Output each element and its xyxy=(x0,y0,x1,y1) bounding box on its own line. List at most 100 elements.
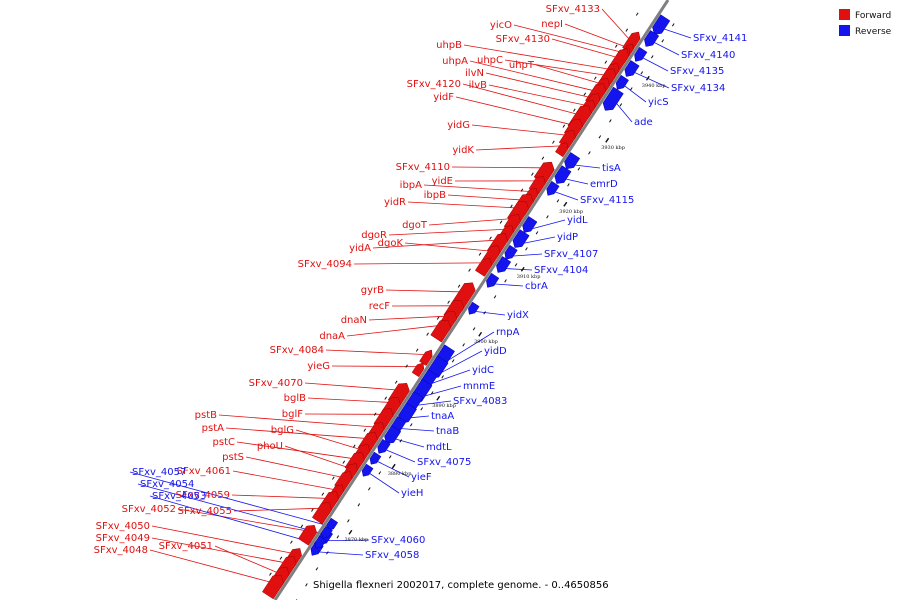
gene-leader-line xyxy=(325,349,424,355)
gene-label: emrD xyxy=(590,179,618,190)
feature-dash xyxy=(311,508,314,512)
gene-label: SFxv_4059 xyxy=(176,490,230,501)
gene-yicS-glyph xyxy=(615,74,629,90)
gene-label: ibpA xyxy=(400,180,422,191)
gene-label: yieH xyxy=(401,488,423,499)
gene-leader-line xyxy=(506,268,533,271)
gene-label: yidR xyxy=(384,197,406,208)
gene-leader-line xyxy=(411,415,430,419)
scale-tick-mark xyxy=(563,201,568,207)
label-leaders xyxy=(129,8,692,583)
gene-leader-line xyxy=(423,184,529,192)
gene-label: tnaB xyxy=(436,426,459,437)
gene-labels: SFxv_4133 nepI yicO SFxv_4130 uhpB uhpC uhpT uh… xyxy=(94,4,748,561)
gene-label: dgoK xyxy=(378,238,404,249)
gene-label: SFxv_4049 xyxy=(96,533,150,544)
gene-yieF-glyph xyxy=(369,451,382,465)
feature-dash xyxy=(604,60,608,64)
scale-tick-label: 3940 kbp xyxy=(642,83,666,89)
gene-leader-line xyxy=(284,445,348,468)
feature-dash xyxy=(468,268,471,272)
feature-dash xyxy=(352,444,356,448)
gene-label: SFxv_4107 xyxy=(544,249,598,260)
gene-leader-line xyxy=(535,64,599,84)
feature-dash xyxy=(441,375,444,379)
scale-tick-mark xyxy=(645,75,650,81)
gene-label: cbrA xyxy=(525,281,548,292)
genome-caption: Shigella flexneri 2002017, complete geno… xyxy=(313,580,609,591)
gene-leader-line xyxy=(513,24,621,53)
gene-yieG-glyph xyxy=(411,362,425,378)
gene-label: SFxv_4054 xyxy=(140,479,194,490)
gene-tnaA-glyph xyxy=(398,402,417,423)
gene-leader-line xyxy=(319,551,364,556)
gene-leader-line xyxy=(328,539,370,541)
gene-leader-line xyxy=(418,400,452,406)
gene-label: recF xyxy=(369,301,391,312)
gene-SFxv_4107-glyph xyxy=(504,244,518,260)
gene-label: SFxv_4061 xyxy=(177,466,231,477)
gene-leader-line xyxy=(245,456,341,478)
feature-dash xyxy=(326,551,329,555)
gene-leader-line xyxy=(432,369,471,384)
feature-dash xyxy=(290,540,293,544)
feature-dash xyxy=(504,279,507,283)
gene-SFxv_4115-glyph xyxy=(546,180,560,196)
gene-label: tnaA xyxy=(431,411,454,422)
feature-dash xyxy=(478,252,482,256)
gene-leader-line xyxy=(451,166,541,169)
gene-label: SFxv_4053 xyxy=(152,491,206,502)
scale-tick-label: 3920 kbp xyxy=(559,209,583,215)
gene-label: dnaN xyxy=(341,315,367,326)
feature-dash xyxy=(629,87,633,91)
feature-dash xyxy=(399,439,403,443)
gene-leader-line xyxy=(455,96,570,125)
gene-label: SFxv_4075 xyxy=(417,457,471,468)
gene-leader-line xyxy=(566,178,589,185)
gene-leader-line xyxy=(368,315,445,321)
feature-dash xyxy=(388,455,392,459)
gene-leader-line xyxy=(129,471,335,528)
feature-dash xyxy=(269,572,272,576)
gene-leader-line xyxy=(137,483,330,536)
gene-leader-line xyxy=(616,103,633,123)
scale-ticks: 3870 kbp 3880 kbp 3890 kbp 3900 kbp 3910 kbp… xyxy=(269,12,675,600)
gene-label: rnpA xyxy=(496,327,520,338)
gene-leader-line xyxy=(385,289,460,293)
feature-dash xyxy=(451,359,455,363)
gene-label: yidL xyxy=(567,215,588,226)
scale-tick-label: 3880 kbp xyxy=(388,471,412,477)
feature-dash xyxy=(598,135,602,139)
gene-leader-line xyxy=(372,239,494,249)
gene-SFxv_4075-glyph xyxy=(377,438,391,454)
gene-leader-line xyxy=(218,414,373,428)
gene-leader-line xyxy=(555,191,579,201)
gene-leader-line xyxy=(441,350,483,373)
feature-dash xyxy=(593,76,597,80)
gene-leader-line xyxy=(634,72,670,89)
feature-dash xyxy=(531,172,534,176)
gene-label: yidF xyxy=(433,92,454,103)
gene-label: SFxv_4083 xyxy=(453,396,507,407)
feature-dash xyxy=(493,295,497,299)
gene-label: yidD xyxy=(484,346,507,357)
gene-leader-line xyxy=(462,83,576,115)
gene-leader-line xyxy=(149,549,270,583)
gene-label: yidC xyxy=(472,365,494,376)
gene-label: yieG xyxy=(307,361,330,372)
feature-dash xyxy=(583,92,587,96)
gene-label: yicO xyxy=(490,20,512,31)
feature-dash xyxy=(556,199,560,203)
gene-glyphs xyxy=(262,14,671,600)
gene-label: SFxv_4052 xyxy=(122,504,176,515)
feature-dash xyxy=(640,71,644,75)
gene-leader-line xyxy=(463,44,608,70)
gene-label: phoU xyxy=(257,441,283,452)
gene-label: yidE xyxy=(432,176,453,187)
gene-dnaA-glyph xyxy=(430,319,452,343)
gene-yieH-glyph xyxy=(361,463,374,477)
gene-leader-line xyxy=(295,429,359,450)
feature-dash xyxy=(541,156,545,160)
feature-dash xyxy=(650,55,654,59)
gene-leader-line xyxy=(488,84,584,106)
